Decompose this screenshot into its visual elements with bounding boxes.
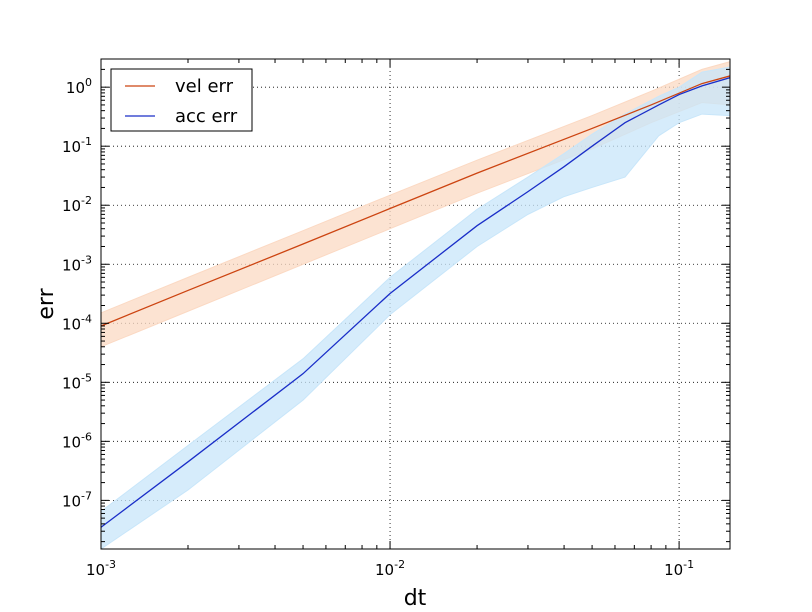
legend-label-vel-err: vel err xyxy=(175,76,234,97)
legend-box xyxy=(110,68,253,132)
line-acc-err xyxy=(101,77,730,528)
confidence-bands xyxy=(101,61,730,549)
legend-label-acc-err: acc err xyxy=(175,106,238,127)
y-tick-label: 10-5 xyxy=(62,371,92,392)
y-tick-label: 10-2 xyxy=(62,194,92,215)
tick-labels: 10-3 10-2 10-1 10-7 10-6 10-5 10-4 10-3 10-2 10-1… xyxy=(62,76,694,579)
y-tick-label: 10-4 xyxy=(62,312,92,333)
band-vel-err xyxy=(101,61,730,348)
x-tick-label: 10-3 xyxy=(86,558,116,579)
y-tick-label: 10-7 xyxy=(62,489,92,510)
x-axis-title: dt xyxy=(404,586,427,611)
x-tick-label: 10-2 xyxy=(375,558,405,579)
series-lines xyxy=(101,75,730,528)
y-axis-title: err xyxy=(34,287,59,319)
x-tick-label: 10-1 xyxy=(664,558,694,579)
axis-ticks xyxy=(100,59,730,549)
legend: vel err acc err xyxy=(110,68,253,132)
y-tick-label: 100 xyxy=(66,76,92,97)
y-tick-label: 10-1 xyxy=(62,135,92,156)
y-tick-label: 10-3 xyxy=(62,253,92,274)
band-acc-err xyxy=(101,66,730,549)
plot-frame xyxy=(100,58,731,550)
line-vel-err xyxy=(101,75,730,327)
y-tick-label: 10-6 xyxy=(62,430,92,451)
